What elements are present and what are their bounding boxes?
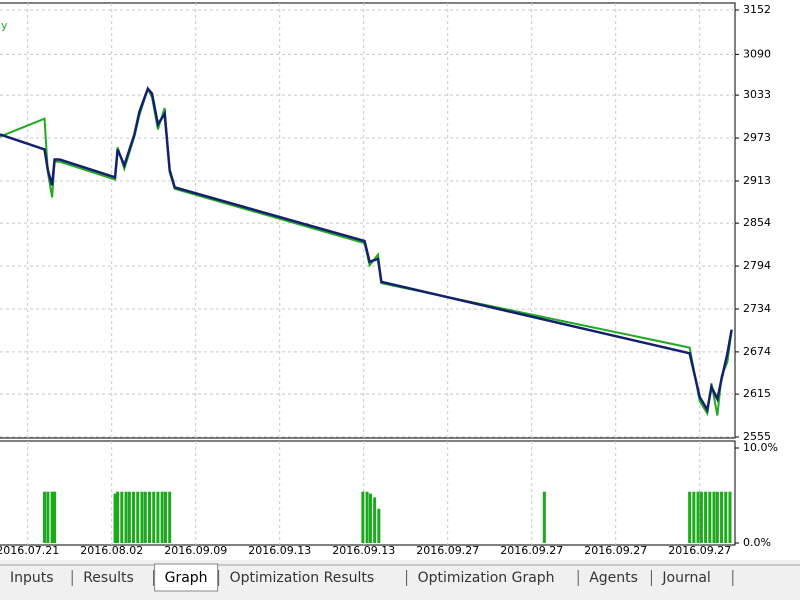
volume-bar <box>168 491 172 543</box>
volume-bar <box>365 491 369 543</box>
tab[interactable]: Graph <box>165 570 208 586</box>
y-tick-label: 2734 <box>743 302 771 315</box>
x-tick-label: 2016.09.13 <box>248 544 311 557</box>
volume-bar <box>143 491 147 543</box>
volume-bar <box>50 491 54 543</box>
y-tick-label: 2973 <box>743 131 771 144</box>
volume-bar <box>53 491 57 543</box>
volume-bar <box>140 491 144 543</box>
x-tick-label: 2016.09.27 <box>668 544 731 557</box>
volume-bar <box>116 491 120 543</box>
y-tick-label: 2674 <box>743 345 771 358</box>
y-tick-label: 3152 <box>743 3 771 16</box>
volume-bar <box>696 491 700 543</box>
volume-bar <box>688 491 692 543</box>
volume-bar <box>132 491 136 543</box>
y-tick-label: 3033 <box>743 88 771 101</box>
volume-bar <box>163 491 167 543</box>
volume-bar <box>712 491 716 543</box>
price-pane-frame <box>0 2 736 439</box>
x-tick-label: 2016.09.13 <box>332 544 395 557</box>
volume-bar <box>368 493 372 543</box>
volume-bar <box>542 491 546 543</box>
volume-bar <box>152 491 156 543</box>
y-tick-label: 2555 <box>743 430 771 443</box>
x-tick-label: 2016.08.02 <box>80 544 143 557</box>
volume-bar <box>704 491 708 543</box>
volume-bar <box>373 497 377 543</box>
volume-bar <box>120 491 124 543</box>
x-tick-label: 2016.07.21 <box>0 544 59 557</box>
volume-bar <box>361 491 365 543</box>
legend-text: y <box>1 19 8 32</box>
volume-bar <box>127 491 131 543</box>
volume-bar <box>148 491 152 543</box>
y-tick-label: 3090 <box>743 47 771 60</box>
volume-bar <box>699 491 703 543</box>
x-tick-label: 2016.09.27 <box>416 544 479 557</box>
volume-bar <box>708 491 712 543</box>
tab-bar <box>0 560 800 600</box>
equity-line <box>0 86 733 414</box>
y-tick-label: 2854 <box>743 216 771 229</box>
volume-bar <box>160 491 164 543</box>
tab[interactable]: Results <box>83 570 134 586</box>
x-tick-label: 2016.09.27 <box>584 544 647 557</box>
tab[interactable]: Agents <box>589 570 638 586</box>
volume-bar <box>720 491 724 543</box>
y-tick-label: 0.0% <box>743 536 771 549</box>
volume-bar <box>692 491 696 543</box>
volume-bar <box>377 508 381 543</box>
volume-bar <box>46 491 50 543</box>
x-tick-label: 2016.09.27 <box>500 544 563 557</box>
x-tick-label: 2016.09.09 <box>164 544 227 557</box>
y-tick-label: 2913 <box>743 174 771 187</box>
volume-bar <box>724 491 728 543</box>
volume-bar <box>43 491 47 543</box>
tab[interactable]: Optimization Graph <box>418 570 555 586</box>
volume-bar <box>728 491 732 543</box>
y-tick-label: 2615 <box>743 387 771 400</box>
volume-bar <box>715 491 719 543</box>
tab[interactable]: Journal <box>661 570 710 586</box>
tab[interactable]: Inputs <box>10 570 54 586</box>
volume-bar <box>124 491 128 543</box>
volume-pane-frame <box>0 440 736 546</box>
active-tab <box>154 563 219 592</box>
tab[interactable]: Optimization Results <box>230 570 375 586</box>
y-tick-label: 10.0% <box>743 441 778 454</box>
volume-bar <box>156 491 160 543</box>
y-tick-label: 2794 <box>743 259 771 272</box>
volume-bar <box>113 493 117 543</box>
volume-bar <box>136 491 140 543</box>
